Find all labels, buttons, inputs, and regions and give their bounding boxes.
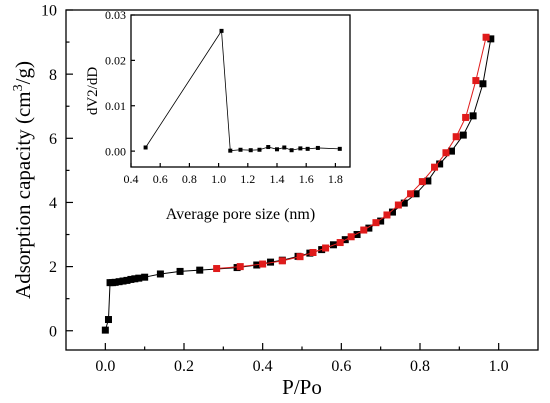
main-series-1-point (459, 131, 467, 139)
main-y-tick-label: 2 (49, 259, 57, 276)
main-y-axis-title: Adsorption capacity (cm3/g) (11, 61, 35, 299)
main-series-2-point (431, 163, 439, 171)
inset-series-1-point (282, 145, 287, 150)
main-series-1-point (267, 258, 275, 266)
main-series-1-point (119, 277, 127, 285)
main-series-2-point (259, 260, 267, 268)
main-series-1-point (365, 224, 373, 232)
main-series-2-point (213, 265, 221, 273)
main-series-1-point (353, 231, 361, 239)
main-plot: 0.0 0.2 0.4 0.6 0.8 1.0 0 2 4 6 8 10 P/Po Adsorption … (11, 3, 539, 399)
main-x-tick-label: 0.2 (174, 358, 194, 375)
main-series-1-point (111, 278, 119, 286)
inset-x-axis-title: Average pore size (nm) (166, 206, 315, 223)
inset-series-1-point (248, 148, 253, 153)
main-x-axis-title: P/Po (282, 375, 322, 399)
main-series-1-point (447, 147, 455, 155)
inset-series-1-point (298, 146, 303, 151)
main-y-tick-label: 10 (41, 3, 57, 20)
inset-y-tick-label: 0.03 (105, 8, 126, 22)
inset-series-1-point (219, 28, 224, 33)
inset-series-1-point (266, 145, 271, 150)
main-series-2-point (309, 248, 317, 256)
inset-y-tick-label: 0.00 (105, 144, 126, 158)
main-series-2-point (442, 149, 450, 157)
main-y-tick-label: 8 (49, 67, 57, 84)
main-series-1-point (135, 274, 143, 282)
main-x-tick-label: 0.8 (410, 358, 430, 375)
main-series-1-point (141, 273, 149, 281)
main-series-2-point (472, 77, 480, 85)
inset-series-1-point (315, 145, 320, 150)
main-series-2-point (482, 33, 490, 41)
inset-x-tick-label: 1.4 (270, 172, 285, 186)
main-series-1-point (479, 80, 487, 88)
inset-series-1-point (289, 148, 294, 153)
inset-series-1-point (337, 146, 342, 151)
main-series-2-point (278, 257, 286, 265)
main-series-1-point (412, 190, 420, 198)
inset-background (131, 15, 350, 167)
main-x-tick-label: 1.0 (489, 358, 509, 375)
inset-x-tick-label: 0.6 (153, 172, 168, 186)
main-series-2-point (236, 263, 244, 271)
main-series-2-point (383, 211, 391, 219)
inset-series-1-point (238, 147, 243, 152)
main-series-1-point (115, 278, 123, 286)
main-series-2-point (322, 244, 330, 252)
main-series-1-point (176, 267, 184, 275)
main-y-tick-label: 0 (49, 323, 57, 340)
main-series-2-point (462, 113, 470, 121)
inset-x-tick-label: 1.6 (299, 172, 314, 186)
inset-series-1-point (257, 147, 262, 152)
inset-plot-frame (130, 14, 351, 168)
main-series-1-point (156, 270, 164, 278)
inset-x-tick-label: 0.4 (124, 172, 139, 186)
main-series-1-point (101, 326, 109, 334)
main-series-1-point (196, 266, 204, 274)
main-series-1-point (436, 160, 444, 168)
main-series-1-point (131, 275, 139, 283)
inset-series-1-point (143, 145, 148, 150)
main-x-tick-label: 0.4 (253, 358, 273, 375)
main-series-2-point (372, 219, 380, 227)
main-series-1-point (104, 316, 112, 324)
inset-series-1-point (305, 146, 310, 151)
main-series-1-point (377, 217, 385, 225)
main-series-1-point (388, 208, 396, 216)
main-series-2-point (296, 253, 304, 261)
inset-series-1-point (275, 147, 279, 152)
inset-x-tick-label: 1.2 (240, 172, 255, 186)
inset-x-tick-label: 1.0 (211, 172, 226, 186)
inset-x-tick-label: 0.8 (182, 172, 197, 186)
main-series-1-point (487, 35, 495, 43)
main-series-1-point (469, 112, 477, 120)
main-series-2-point (418, 178, 426, 186)
inset-plot: 0.4 0.6 0.8 1.0 1.2 1.4 1.6 1.8 0.00 0.01 0.02 0.03… (85, 8, 351, 223)
main-series-2-point (336, 239, 344, 247)
main-y-tick-label: 4 (49, 195, 57, 212)
main-y-tick-label: 6 (49, 131, 57, 148)
main-x-tick-label: 0.6 (331, 358, 351, 375)
inset-x-tick-label: 1.8 (328, 172, 343, 186)
main-series-2-point (452, 133, 460, 141)
main-series-2-point (407, 190, 415, 198)
main-x-tick-label: 0.0 (95, 358, 115, 375)
inset-y-axis-title: dV2/dD (85, 67, 101, 116)
inset-y-tick-label: 0.02 (105, 54, 126, 68)
main-series-1-point (127, 275, 135, 283)
inset-y-tick-label: 0.01 (105, 99, 126, 113)
main-series-1-point (123, 276, 131, 284)
main-series-2-point (347, 233, 355, 241)
inset-series-1-point (228, 148, 233, 153)
main-series-2-point (360, 226, 368, 234)
main-series-1-point (400, 199, 408, 207)
main-series-1-point (424, 177, 432, 185)
main-series-2-point (394, 201, 402, 209)
